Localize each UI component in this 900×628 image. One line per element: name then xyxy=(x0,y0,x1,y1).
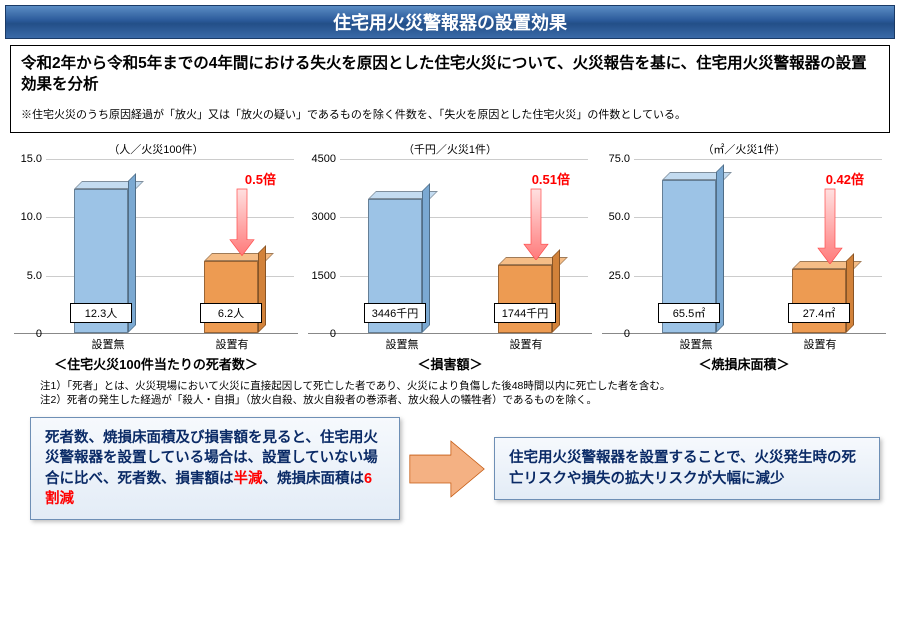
intro-main-text: 令和2年から令和5年までの4年間における失火を原因とした住宅火災について、火災報… xyxy=(21,54,879,96)
bar-right: 1744千円 xyxy=(498,257,560,333)
intro-box: 令和2年から令和5年までの4年間における失火を原因とした住宅火災について、火災報… xyxy=(10,45,890,133)
conclusion-right-box: 住宅用火災警報器を設置することで、火災発生時の死亡リスクや損失の拡大リスクが大幅… xyxy=(494,437,880,500)
chart-unit-label: （㎡／火災1件） xyxy=(602,141,886,157)
conclusion-row: 死者数、焼損床面積及び損害額を見ると、住宅用火災警報器を設置している場合は、設置… xyxy=(30,417,880,520)
x-labels: 設置無設置有 xyxy=(46,336,294,352)
y-tick-label: 4500 xyxy=(308,153,336,165)
ratio-label: 0.51倍 xyxy=(532,169,570,188)
y-tick-label: 3000 xyxy=(308,211,336,223)
chart-title: ＜焼損床面積＞ xyxy=(602,354,886,373)
y-tick-label: 0 xyxy=(14,328,42,340)
chart-plot: 15003000450003446千円1744千円0.51倍 xyxy=(308,159,592,334)
x-label-without: 設置無 xyxy=(340,336,464,352)
ratio-label: 0.42倍 xyxy=(826,169,864,188)
chart-1: （千円／火災1件） 1500 3000 4500 0 3446千円 1744千円 0.51倍設… xyxy=(308,141,592,373)
y-tick-label: 0 xyxy=(602,328,630,340)
y-tick-label: 15.0 xyxy=(14,153,42,165)
y-tick-label: 25.0 xyxy=(602,270,630,282)
x-label-with: 設置有 xyxy=(170,336,294,352)
bar-value-label: 65.5㎡ xyxy=(658,303,720,323)
bar-value-label: 3446千円 xyxy=(364,303,426,323)
bar-left: 12.3人 xyxy=(74,181,136,333)
bar-value-label: 12.3人 xyxy=(70,303,132,323)
bar-left: 65.5㎡ xyxy=(662,172,724,333)
x-labels: 設置無設置有 xyxy=(340,336,588,352)
footnote-2: 注2）死者の発生した経過が「殺人・自損」（放火自殺、放火自殺者の巻添者、放火殺人… xyxy=(40,393,860,407)
charts-row: （人／火災100件）5.010.015.0012.3人6.2人0.5倍設置無設置… xyxy=(14,141,886,373)
y-tick-label: 5.0 xyxy=(14,270,42,282)
bar-left: 3446千円 xyxy=(368,191,430,333)
y-tick-label: 1500 xyxy=(308,270,336,282)
chart-plot: 5.010.015.0012.3人6.2人0.5倍 xyxy=(14,159,298,334)
bar-right: 27.4㎡ xyxy=(792,261,854,333)
bar-value-label: 6.2人 xyxy=(200,303,262,323)
x-label-without: 設置無 xyxy=(46,336,170,352)
conclusion-left-box: 死者数、焼損床面積及び損害額を見ると、住宅用火災警報器を設置している場合は、設置… xyxy=(30,417,400,520)
chart-title: ＜損害額＞ xyxy=(308,354,592,373)
bar-right: 6.2人 xyxy=(204,253,266,333)
footnote-1: 注1）「死者」とは、火災現場において火災に直接起因して死亡した者であり、火災によ… xyxy=(40,379,860,393)
chart-unit-label: （千円／火災1件） xyxy=(308,141,592,157)
y-tick-label: 0 xyxy=(308,328,336,340)
big-arrow-icon xyxy=(408,438,486,500)
y-tick-label: 75.0 xyxy=(602,153,630,165)
page-title: 住宅用火災警報器の設置効果 xyxy=(333,13,567,33)
conclusion-left-p3: 、焼損床面積は xyxy=(263,471,365,487)
down-arrow-icon xyxy=(522,187,550,260)
chart-plot: 25.050.075.0065.5㎡27.4㎡0.42倍 xyxy=(602,159,886,334)
bar-value-label: 1744千円 xyxy=(494,303,556,323)
x-labels: 設置無設置有 xyxy=(634,336,882,352)
footnotes: 注1）「死者」とは、火災現場において火災に直接起因して死亡した者であり、火災によ… xyxy=(40,379,860,407)
y-tick-label: 10.0 xyxy=(14,211,42,223)
chart-2: （㎡／火災1件） 25.0 50.0 75.0 0 65.5㎡ 27.4㎡ 0.42倍設置無設… xyxy=(602,141,886,373)
chart-title: ＜住宅火災100件当たりの死者数＞ xyxy=(14,354,298,373)
bar-value-label: 27.4㎡ xyxy=(788,303,850,323)
x-label-with: 設置有 xyxy=(758,336,882,352)
x-label-with: 設置有 xyxy=(464,336,588,352)
down-arrow-icon xyxy=(228,187,256,256)
y-tick-label: 50.0 xyxy=(602,211,630,223)
page-title-bar: 住宅用火災警報器の設置効果 xyxy=(5,5,895,39)
chart-0: （人／火災100件） 5.0 10.0 15.0 0 12.3人 6.2人 0.5倍設置無設置… xyxy=(14,141,298,373)
ratio-label: 0.5倍 xyxy=(245,169,276,188)
x-label-without: 設置無 xyxy=(634,336,758,352)
intro-note-text: ※住宅火災のうち原因経過が「放火」又は「放火の疑い」であるものを除く件数を、「失… xyxy=(21,106,879,122)
chart-unit-label: （人／火災100件） xyxy=(14,141,298,157)
down-arrow-icon xyxy=(816,187,844,264)
conclusion-right-text: 住宅用火災警報器を設置することで、火災発生時の死亡リスクや損失の拡大リスクが大幅… xyxy=(509,450,856,486)
conclusion-left-p2: 半減 xyxy=(234,471,263,487)
